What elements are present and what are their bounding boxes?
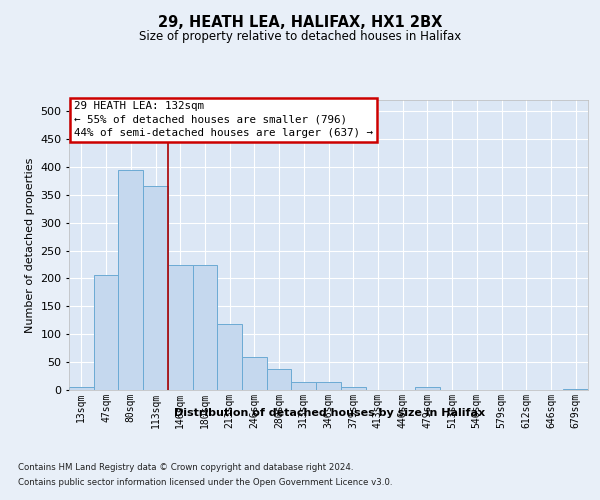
Bar [267, 369, 292, 390]
Bar [168, 264, 193, 390]
Text: 29 HEATH LEA: 132sqm
← 55% of detached houses are smaller (796)
44% of semi-deta: 29 HEATH LEA: 132sqm ← 55% of detached h… [74, 102, 373, 138]
Bar [563, 389, 588, 390]
Bar [118, 170, 143, 390]
Bar [217, 324, 242, 390]
Text: Distribution of detached houses by size in Halifax: Distribution of detached houses by size … [175, 408, 485, 418]
Bar [69, 387, 94, 390]
Text: Contains public sector information licensed under the Open Government Licence v3: Contains public sector information licen… [18, 478, 392, 487]
Text: 29, HEATH LEA, HALIFAX, HX1 2BX: 29, HEATH LEA, HALIFAX, HX1 2BX [158, 15, 442, 30]
Bar [415, 386, 440, 390]
Bar [316, 382, 341, 390]
Bar [292, 382, 316, 390]
Bar [193, 264, 217, 390]
Bar [242, 356, 267, 390]
Text: Size of property relative to detached houses in Halifax: Size of property relative to detached ho… [139, 30, 461, 43]
Bar [94, 274, 118, 390]
Y-axis label: Number of detached properties: Number of detached properties [25, 158, 35, 332]
Bar [143, 186, 168, 390]
Bar [341, 387, 365, 390]
Text: Contains HM Land Registry data © Crown copyright and database right 2024.: Contains HM Land Registry data © Crown c… [18, 463, 353, 472]
